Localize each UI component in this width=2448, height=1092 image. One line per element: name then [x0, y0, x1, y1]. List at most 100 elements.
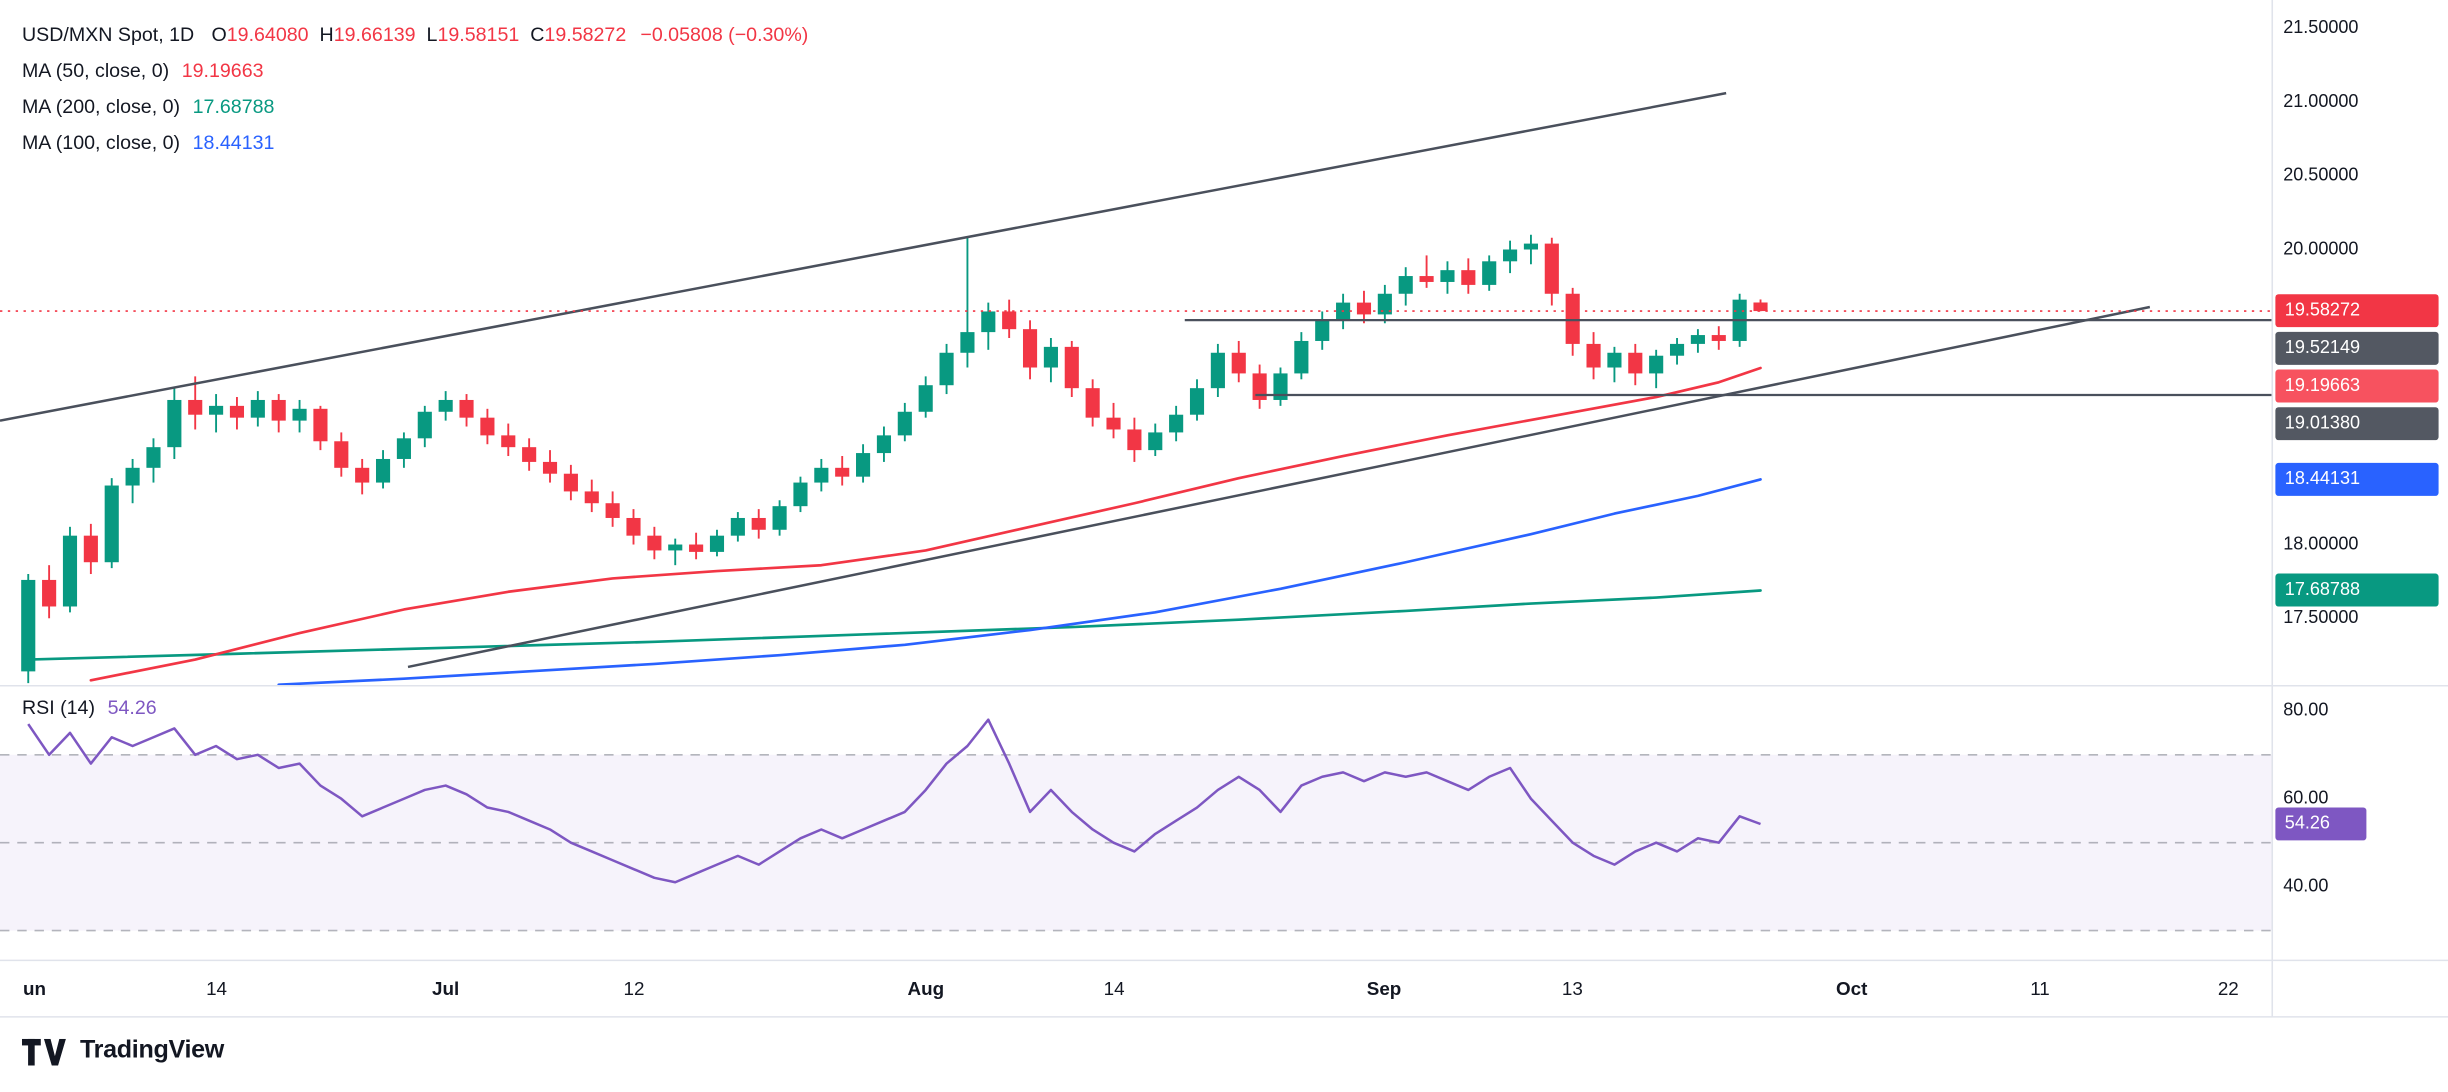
price-badge-value: 19.01380: [2285, 412, 2360, 432]
price-badge: 19.58272: [2275, 294, 2439, 328]
main-legend: USD/MXN Spot, 1D O19.64080 H19.66139 L19…: [22, 16, 808, 160]
candle-body: [167, 399, 182, 448]
tradingview-attribution[interactable]: TradingView: [21, 1037, 225, 1065]
candle-body: [1503, 249, 1518, 262]
symbol-title[interactable]: USD/MXN Spot, 1D: [21, 22, 195, 45]
time-axis-label: Sep: [1367, 978, 1402, 999]
price-badge-value: 17.68788: [2285, 579, 2360, 599]
candle-body: [1064, 346, 1079, 389]
candle-body: [689, 544, 704, 552]
rsi-badge-value: 54.26: [2285, 813, 2330, 833]
candle-body: [104, 485, 119, 563]
candle-body: [1711, 335, 1726, 341]
open-value: 19.64080: [226, 22, 309, 45]
candle-body: [21, 579, 36, 672]
price-badge: 17.68788: [2275, 573, 2439, 607]
time-axis-label: Oct: [1836, 978, 1868, 999]
price-badge: 19.01380: [2275, 407, 2439, 441]
candle-body: [501, 435, 516, 448]
price-scale[interactable]: 21.50000 21.00000 20.50000 20.00000 18.00000…: [2275, 17, 2439, 895]
candle-body: [1461, 270, 1476, 285]
price-badge-value: 19.19663: [2285, 375, 2360, 395]
candle-body: [188, 399, 203, 415]
candle-body: [209, 405, 224, 415]
time-axis-label: 13: [1562, 978, 1583, 999]
close-value: 19.58272: [544, 22, 627, 45]
candle-body: [1315, 320, 1330, 341]
ma-50-label[interactable]: MA (50, close, 0): [21, 58, 170, 81]
ma-100-label[interactable]: MA (100, close, 0): [21, 131, 181, 153]
candle-body: [1377, 293, 1392, 315]
candle-body: [480, 417, 495, 436]
rsi-badge: 54.26: [2275, 807, 2367, 841]
time-axis-label: 14: [206, 978, 227, 999]
candle-body: [42, 579, 57, 607]
candle-body: [459, 399, 474, 418]
price-axis-label: 18.00000: [2283, 533, 2358, 553]
price-axis-label: 20.50000: [2283, 165, 2358, 185]
candle-body: [229, 405, 245, 418]
ma-100-value: 18.44131: [192, 131, 275, 153]
ma-200-line[interactable]: [26, 589, 1762, 661]
rsi-badge-bg: [2275, 807, 2367, 841]
change-value: −0.05808 (−0.30%): [640, 22, 809, 45]
candle-body: [1356, 302, 1372, 315]
candle-body: [146, 447, 161, 468]
price-badge: 18.44131: [2275, 462, 2439, 496]
candle-body: [626, 517, 641, 536]
time-axis-label: 14: [1104, 978, 1125, 999]
tradingview-wordmark: TradingView: [80, 1037, 225, 1064]
candle-body: [1649, 355, 1664, 374]
candle-body: [271, 399, 286, 421]
low-value: 19.58151: [437, 22, 520, 45]
ma-100-line[interactable]: [277, 478, 1762, 686]
trend-line-2[interactable]: [407, 305, 2151, 669]
candle-body: [1106, 417, 1121, 430]
price-badge-bg: [2275, 331, 2439, 365]
candle-body: [1523, 243, 1539, 250]
candle-body: [897, 411, 912, 436]
candle-body: [375, 458, 391, 483]
ma-200-label[interactable]: MA (200, close, 0): [21, 94, 181, 117]
price-badge-value: 19.58272: [2285, 299, 2360, 319]
candles[interactable]: [21, 234, 1768, 684]
candle-body: [1753, 302, 1768, 312]
candle-body: [83, 535, 98, 563]
ma-50-value: 19.19663: [181, 58, 264, 81]
candle-body: [1544, 243, 1559, 294]
price-axis-label: 21.00000: [2283, 91, 2358, 111]
ma-100-legend-row: MA (100, close, 0) 18.44131: [22, 124, 808, 160]
ma-50-line[interactable]: [89, 366, 1762, 682]
candle-body: [960, 332, 975, 353]
candle-body: [835, 467, 850, 477]
time-scale[interactable]: un 14 Jul 12 Aug 14 Sep 13 Oct 11 22: [23, 978, 2239, 999]
price-badge-value: 18.44131: [2285, 468, 2360, 488]
price-badge-bg: [2275, 294, 2439, 328]
high-label: H: [319, 22, 334, 45]
candle-body: [1586, 343, 1601, 368]
ohlc-high: H19.66139: [320, 23, 416, 45]
candle-body: [751, 517, 766, 530]
rsi-axis-label: 60.00: [2283, 788, 2328, 808]
candle-body: [1669, 343, 1685, 356]
candle-body: [1127, 429, 1142, 451]
price-axis-label: 20.00000: [2283, 238, 2358, 258]
ohlc-low: L19.58151: [427, 23, 520, 45]
candle-body: [438, 399, 453, 412]
candle-body: [250, 399, 265, 418]
candle-body: [772, 506, 787, 530]
rsi-label[interactable]: RSI (14): [21, 696, 96, 719]
trend-line-1[interactable]: [0, 91, 1727, 422]
candle-body: [1231, 352, 1246, 374]
rsi-line[interactable]: [27, 718, 1761, 884]
candle-body: [1043, 346, 1058, 368]
candle-body: [876, 435, 892, 454]
candle-body: [1085, 388, 1100, 418]
time-axis-label: 12: [623, 978, 644, 999]
rsi-band: [0, 754, 2273, 931]
candle-body: [1148, 432, 1163, 451]
candle-body: [1252, 373, 1267, 400]
ma-200-legend-row: MA (200, close, 0) 17.68788: [22, 88, 808, 124]
